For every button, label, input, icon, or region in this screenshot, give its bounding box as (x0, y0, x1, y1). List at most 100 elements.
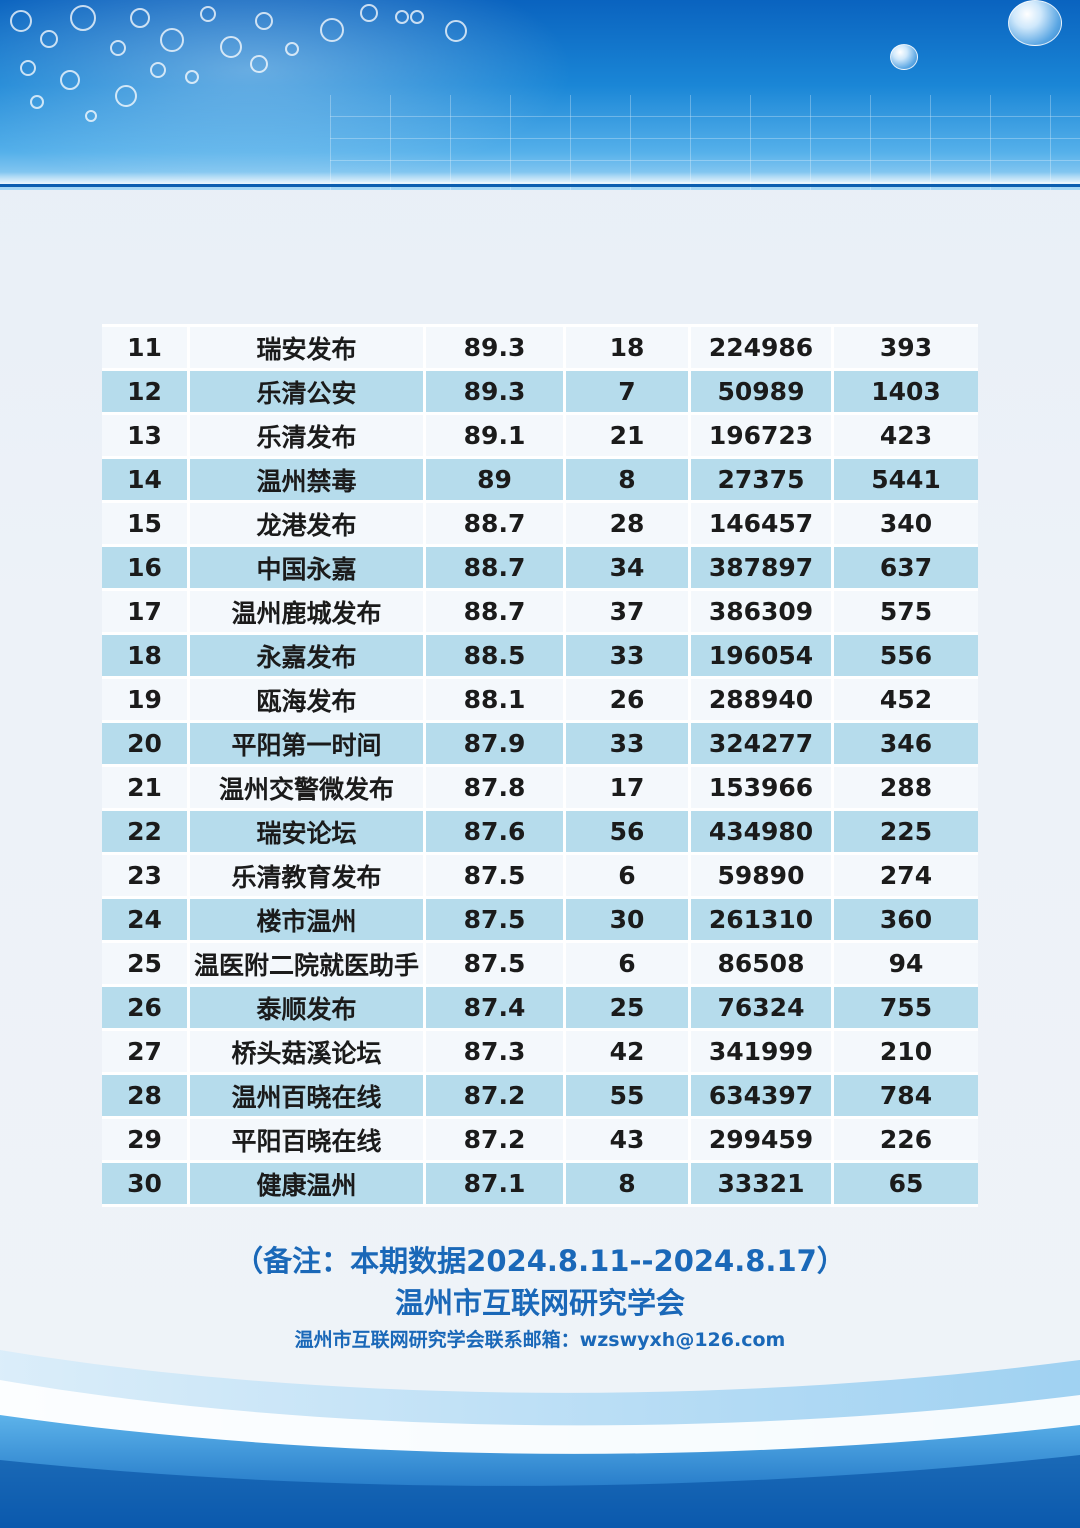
cell-likes: 346 (834, 723, 978, 764)
cell-rank: 21 (102, 767, 190, 808)
cell-posts: 33 (566, 723, 691, 764)
cell-likes: 755 (834, 987, 978, 1028)
cell-reads: 86508 (691, 943, 834, 984)
cell-rank: 29 (102, 1119, 190, 1160)
cell-rank: 25 (102, 943, 190, 984)
cell-score: 87.3 (426, 1031, 566, 1072)
cell-posts: 6 (566, 943, 691, 984)
cell-account-name: 温医附二院就医助手 (190, 943, 426, 984)
cell-account-name: 温州鹿城发布 (190, 591, 426, 632)
cell-posts: 25 (566, 987, 691, 1028)
cell-posts: 7 (566, 371, 691, 412)
cell-account-name: 温州百晓在线 (190, 1075, 426, 1116)
table-row: 27 桥头菇溪论坛 87.3 42 341999 210 (102, 1031, 978, 1075)
table-row: 23 乐清教育发布 87.5 6 59890 274 (102, 855, 978, 899)
cell-score: 87.6 (426, 811, 566, 852)
cell-reads: 33321 (691, 1163, 834, 1204)
cell-score: 87.2 (426, 1119, 566, 1160)
table-row: 15 龙港发布 88.7 28 146457 340 (102, 503, 978, 547)
banner-divider (0, 184, 1080, 187)
cell-likes: 65 (834, 1163, 978, 1204)
cell-account-name: 泰顺发布 (190, 987, 426, 1028)
cell-account-name: 温州交警微发布 (190, 767, 426, 808)
cell-likes: 575 (834, 591, 978, 632)
cell-score: 88.7 (426, 503, 566, 544)
cell-reads: 196723 (691, 415, 834, 456)
cell-account-name: 瑞安论坛 (190, 811, 426, 852)
cell-score: 88.1 (426, 679, 566, 720)
cell-score: 87.1 (426, 1163, 566, 1204)
cell-reads: 261310 (691, 899, 834, 940)
table-row: 25 温医附二院就医助手 87.5 6 86508 94 (102, 943, 978, 987)
cell-likes: 274 (834, 855, 978, 896)
cell-score: 88.5 (426, 635, 566, 676)
banner-glow (0, 172, 1080, 184)
cell-rank: 15 (102, 503, 190, 544)
cell-reads: 386309 (691, 591, 834, 632)
cell-rank: 13 (102, 415, 190, 456)
organization-name: 温州市互联网研究学会 (394, 1286, 685, 1320)
cell-posts: 42 (566, 1031, 691, 1072)
table-row: 26 泰顺发布 87.4 25 76324 755 (102, 987, 978, 1031)
cell-account-name: 龙港发布 (190, 503, 426, 544)
cell-account-name: 中国永嘉 (190, 547, 426, 588)
cell-posts: 21 (566, 415, 691, 456)
cell-likes: 393 (834, 327, 978, 368)
cell-account-name: 乐清发布 (190, 415, 426, 456)
cell-account-name: 永嘉发布 (190, 635, 426, 676)
cell-rank: 16 (102, 547, 190, 588)
table-row: 20 平阳第一时间 87.9 33 324277 346 (102, 723, 978, 767)
cell-score: 87.5 (426, 943, 566, 984)
cell-account-name: 平阳第一时间 (190, 723, 426, 764)
cell-score: 87.9 (426, 723, 566, 764)
cell-score: 87.5 (426, 899, 566, 940)
cell-account-name: 桥头菇溪论坛 (190, 1031, 426, 1072)
cell-likes: 637 (834, 547, 978, 588)
cell-score: 87.8 (426, 767, 566, 808)
cell-reads: 288940 (691, 679, 834, 720)
table-row: 30 健康温州 87.1 8 33321 65 (102, 1163, 978, 1204)
table-row: 28 温州百晓在线 87.2 55 634397 784 (102, 1075, 978, 1119)
cell-rank: 22 (102, 811, 190, 852)
cell-posts: 33 (566, 635, 691, 676)
cell-rank: 19 (102, 679, 190, 720)
cell-posts: 17 (566, 767, 691, 808)
cell-reads: 27375 (691, 459, 834, 500)
cell-score: 89.3 (426, 327, 566, 368)
cell-rank: 28 (102, 1075, 190, 1116)
cell-likes: 226 (834, 1119, 978, 1160)
cell-score: 88.7 (426, 547, 566, 588)
table-row: 29 平阳百晓在线 87.2 43 299459 226 (102, 1119, 978, 1163)
cell-likes: 423 (834, 415, 978, 456)
cell-posts: 18 (566, 327, 691, 368)
cell-likes: 1403 (834, 371, 978, 412)
cell-posts: 34 (566, 547, 691, 588)
cell-score: 89.3 (426, 371, 566, 412)
data-period-note: （备注：本期数据2024.8.11--2024.8.17） (234, 1244, 846, 1278)
cell-posts: 56 (566, 811, 691, 852)
table-row: 12 乐清公安 89.3 7 50989 1403 (102, 371, 978, 415)
cell-reads: 341999 (691, 1031, 834, 1072)
cell-likes: 288 (834, 767, 978, 808)
table-row: 11 瑞安发布 89.3 18 224986 393 (102, 327, 978, 371)
cell-rank: 17 (102, 591, 190, 632)
cell-likes: 225 (834, 811, 978, 852)
cell-reads: 50989 (691, 371, 834, 412)
ranking-table: 11 瑞安发布 89.3 18 224986 393 12 乐清公安 89.3 7 50989 140… (102, 324, 978, 1207)
cell-reads: 324277 (691, 723, 834, 764)
cell-posts: 28 (566, 503, 691, 544)
cell-rank: 11 (102, 327, 190, 368)
cell-reads: 634397 (691, 1075, 834, 1116)
cell-rank: 30 (102, 1163, 190, 1204)
cell-reads: 387897 (691, 547, 834, 588)
cell-rank: 12 (102, 371, 190, 412)
cell-reads: 434980 (691, 811, 834, 852)
cell-likes: 5441 (834, 459, 978, 500)
table-row: 18 永嘉发布 88.5 33 196054 556 (102, 635, 978, 679)
cell-likes: 452 (834, 679, 978, 720)
cell-posts: 8 (566, 459, 691, 500)
banner-shine (0, 0, 600, 190)
cell-reads: 224986 (691, 327, 834, 368)
footer-wave (0, 1350, 1080, 1528)
table-row: 17 温州鹿城发布 88.7 37 386309 575 (102, 591, 978, 635)
